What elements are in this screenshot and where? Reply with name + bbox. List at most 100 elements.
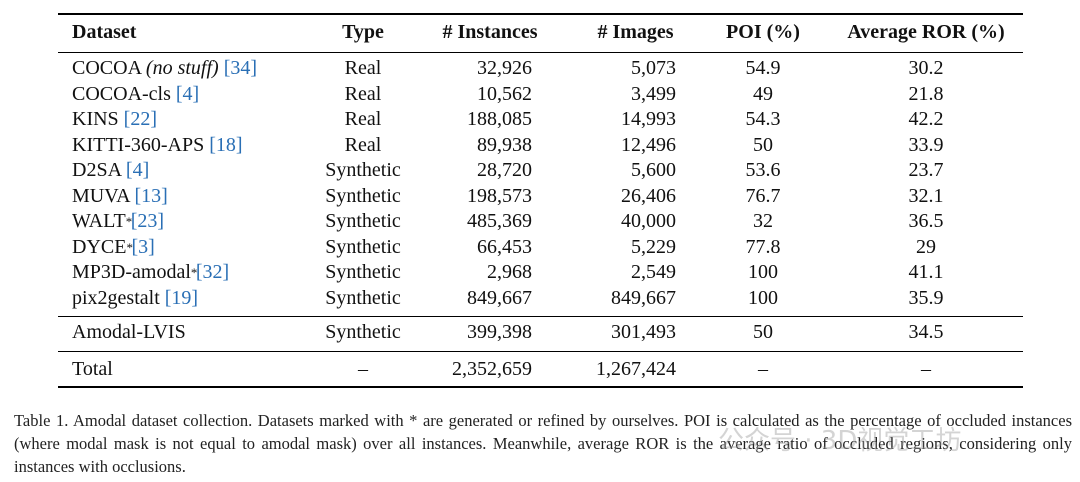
image-count: 3,499 (631, 82, 676, 105)
citation-link[interactable]: [18] (209, 133, 243, 156)
total-ror: – (921, 358, 931, 380)
dataset-name-text: DYCE (72, 235, 127, 258)
dataset-name: MUVA [13] (72, 184, 168, 209)
image-count: 2,549 (631, 261, 676, 283)
citation-link[interactable]: [3] (131, 235, 155, 258)
ror-value: 23.7 (908, 159, 944, 181)
dataset-note-text: no stuff (152, 57, 213, 79)
dataset-name: D2SA [4] (72, 158, 149, 183)
table-row: D2SA [4] Synthetic 28,720 5,600 53.6 23.7 (58, 158, 1023, 183)
instance-count: 188,085 (467, 108, 532, 130)
instance-count: 198,573 (467, 184, 532, 207)
image-count: 14,993 (621, 108, 676, 130)
header-ror: Average ROR (%) (847, 21, 1005, 43)
image-count: 5,229 (631, 235, 676, 258)
ours-images: 301,493 (611, 321, 676, 343)
ours-rule (58, 316, 1023, 317)
table-caption: Table 1. Amodal dataset collection. Data… (14, 411, 1072, 476)
citation-link[interactable]: [34] (223, 57, 258, 79)
refined-marker: * (190, 265, 198, 280)
poi-value: 100 (748, 286, 778, 309)
ours-instances: 399,398 (467, 321, 532, 343)
instance-count: 485,369 (467, 210, 532, 232)
dataset-type: Real (344, 82, 382, 105)
poi-value: 49 (753, 82, 773, 105)
dataset-name-text: KITTI-360-APS (72, 133, 210, 156)
dataset-name-text: COCOA-cls (72, 82, 176, 105)
header-rule (58, 52, 1023, 53)
dataset-type: Synthetic (325, 210, 401, 232)
instance-count: 10,562 (477, 82, 532, 105)
dataset-type: Synthetic (325, 235, 401, 258)
dataset-type: Synthetic (325, 261, 401, 283)
header-instances: # Instances (442, 21, 538, 43)
refined-marker: * (125, 214, 133, 229)
ror-value: 41.1 (908, 261, 944, 283)
ours-poi: 50 (753, 321, 773, 343)
dataset-type: Real (344, 133, 382, 156)
dataset-name-text: pix2gestalt (72, 286, 165, 309)
header-poi: POI (%) (726, 21, 800, 43)
table-row: pix2gestalt [19] Synthetic 849,667 849,667 1… (58, 286, 1023, 311)
total-type: – (358, 358, 368, 380)
poi-value: 53.6 (745, 159, 781, 181)
ror-value: 21.8 (908, 82, 944, 105)
dataset-name: WALT * [23] (72, 209, 164, 234)
image-count: 849,667 (611, 286, 676, 309)
dataset-name: DYCE * [3] (72, 235, 155, 260)
top-rule (58, 13, 1023, 15)
total-row: Total – 2,352,659 1,267,424 – – (58, 357, 1023, 382)
dataset-type: Synthetic (325, 159, 401, 181)
total-images: 1,267,424 (596, 358, 676, 380)
citation-link[interactable]: [23] (130, 210, 165, 232)
table-row: KINS [22] Real 188,085 14,993 54.3 42.2 (58, 107, 1023, 132)
instance-count: 66,453 (477, 235, 532, 258)
poi-value: 77.8 (745, 235, 781, 258)
citation-link[interactable]: [13] (134, 184, 168, 207)
poi-value: 100 (748, 261, 778, 283)
total-rule (58, 351, 1023, 352)
ror-value: 42.2 (908, 108, 944, 130)
citation-link[interactable]: [22] (123, 108, 157, 130)
table-header: Dataset Type # Instances # Images POI (%… (58, 20, 1023, 45)
citation-link[interactable]: [19] (164, 286, 199, 309)
image-count: 26,406 (621, 184, 676, 207)
ror-value: 36.5 (908, 210, 944, 232)
refined-marker: * (126, 239, 133, 255)
poi-value: 50 (753, 133, 773, 156)
table-row: MP3D-amodal * [32] Synthetic 2,968 2,549 100 4… (58, 260, 1023, 285)
instance-count: 89,938 (477, 133, 532, 156)
citation-link[interactable]: [4] (125, 159, 150, 181)
dataset-type: Real (344, 57, 382, 79)
watermark: 公众号 · 3D视觉工坊 (718, 426, 962, 456)
dataset-name: COCOA (no stuff) [34] (72, 56, 257, 81)
poi-value: 54.3 (745, 108, 781, 130)
dataset-name: KITTI-360-APS [18] (72, 133, 243, 158)
dataset-name-text: MUVA (72, 184, 135, 207)
ror-value: 32.1 (908, 184, 944, 207)
dataset-name-text: WALT (72, 210, 126, 232)
total-name: Total (72, 358, 113, 380)
table-row: KITTI-360-APS [18] Real 89,938 12,496 50 33.9 (58, 133, 1023, 158)
citation-link[interactable]: [4] (175, 82, 200, 105)
instance-count: 849,667 (467, 286, 532, 309)
instance-count: 32,926 (477, 57, 532, 79)
dataset-name-text: COCOA (72, 57, 146, 79)
ror-value: 30.2 (908, 57, 944, 79)
ours-row: Amodal-LVIS Synthetic 399,398 301,493 50… (58, 320, 1023, 345)
ror-value: 29 (916, 235, 936, 258)
table-row: DYCE * [3] Synthetic 66,453 5,229 77.8 29 (58, 235, 1023, 260)
header-dataset: Dataset (72, 21, 137, 43)
total-poi: – (758, 358, 768, 380)
poi-value: 76.7 (745, 184, 781, 207)
dataset-name: KINS [22] (72, 107, 157, 132)
ror-value: 35.9 (908, 286, 944, 309)
table-row: WALT * [23] Synthetic 485,369 40,000 32 36.5 (58, 209, 1023, 234)
citation-link[interactable]: [32] (195, 261, 230, 283)
image-count: 12,496 (621, 133, 676, 156)
dataset-type: Synthetic (325, 286, 401, 309)
header-images: # Images (597, 21, 674, 43)
image-count: 40,000 (621, 210, 676, 232)
dataset-name-text: KINS (72, 108, 124, 130)
ror-value: 33.9 (908, 133, 944, 156)
